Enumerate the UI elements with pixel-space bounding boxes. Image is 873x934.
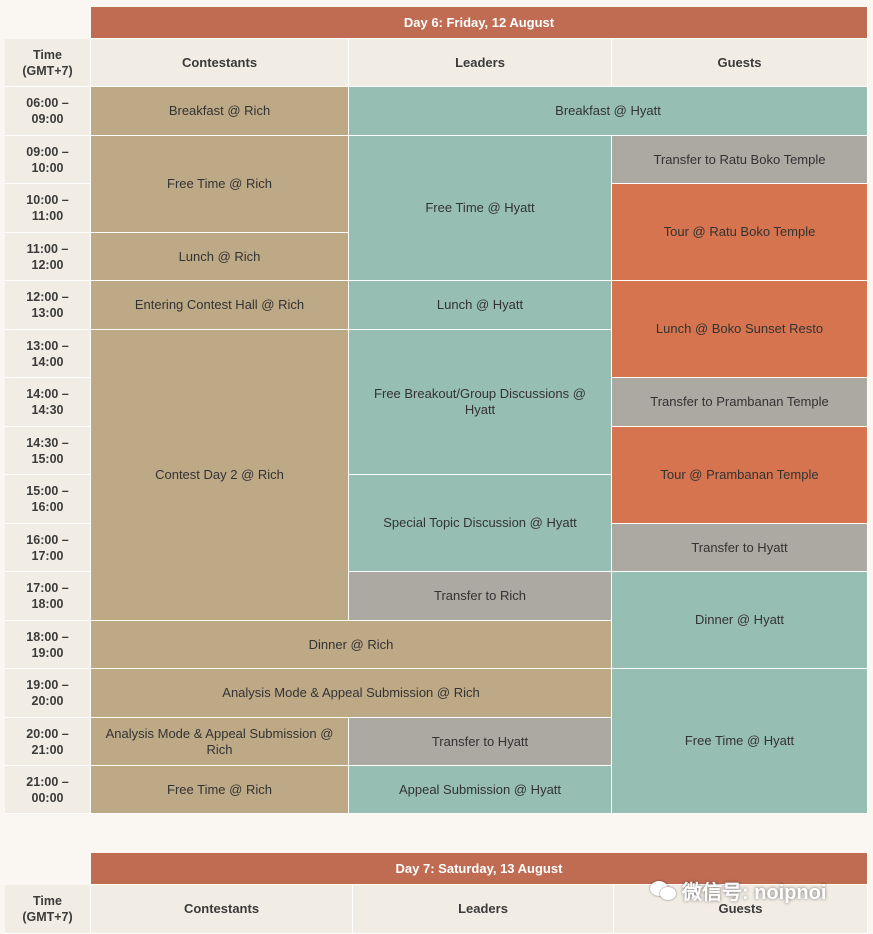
guests-free-time: Free Time @ Hyatt bbox=[612, 669, 868, 814]
time-slot: 11:00 – 12:00 bbox=[5, 233, 91, 281]
leaders-breakout-discussions: Free Breakout/Group Discussions @ Hyatt bbox=[349, 330, 612, 475]
guests-transfer-to-hyatt: Transfer to Hyatt bbox=[612, 524, 868, 572]
leaders-lunch: Lunch @ Hyatt bbox=[349, 281, 612, 330]
wechat-icon bbox=[650, 880, 676, 901]
time-slot: 13:00 – 14:00 bbox=[5, 330, 91, 378]
leaders-guests-breakfast: Breakfast @ Hyatt bbox=[349, 87, 868, 136]
day-7-title: Day 7: Saturday, 13 August bbox=[91, 853, 868, 885]
contestants-free-time-late: Free Time @ Rich bbox=[91, 766, 349, 814]
guests-dinner: Dinner @ Hyatt bbox=[612, 572, 868, 669]
leaders-column-header: Leaders bbox=[353, 885, 614, 934]
contestants-breakfast: Breakfast @ Rich bbox=[91, 87, 349, 136]
guests-transfer-prambanan: Transfer to Prambanan Temple bbox=[612, 378, 868, 427]
watermark-text: 微信号: noipnoi bbox=[682, 882, 827, 904]
time-slot: 15:00 – 16:00 bbox=[5, 475, 91, 524]
contestants-free-time: Free Time @ Rich bbox=[91, 136, 349, 233]
time-slot: 14:00 – 14:30 bbox=[5, 378, 91, 427]
contestants-column-header: Contestants bbox=[91, 885, 353, 934]
leaders-column-header: Leaders bbox=[349, 39, 612, 87]
guests-tour-ratu-boko: Tour @ Ratu Boko Temple bbox=[612, 184, 868, 281]
time-slot: 17:00 – 18:00 bbox=[5, 572, 91, 621]
time-slot: 06:00 – 09:00 bbox=[5, 87, 91, 136]
guests-lunch-boko-sunset: Lunch @ Boko Sunset Resto bbox=[612, 281, 868, 378]
contestants-entering-contest-hall: Entering Contest Hall @ Rich bbox=[91, 281, 349, 330]
guests-transfer-ratu-boko: Transfer to Ratu Boko Temple bbox=[612, 136, 868, 184]
time-slot: 12:00 – 13:00 bbox=[5, 281, 91, 330]
time-slot: 18:00 – 19:00 bbox=[5, 621, 91, 669]
leaders-transfer-to-hyatt: Transfer to Hyatt bbox=[349, 718, 612, 766]
time-slot: 19:00 – 20:00 bbox=[5, 669, 91, 718]
contestants-contest-day-2: Contest Day 2 @ Rich bbox=[91, 330, 349, 621]
time-slot: 16:00 – 17:00 bbox=[5, 524, 91, 572]
leaders-special-topic-discussion: Special Topic Discussion @ Hyatt bbox=[349, 475, 612, 572]
time-slot: 21:00 – 00:00 bbox=[5, 766, 91, 814]
guests-tour-prambanan: Tour @ Prambanan Temple bbox=[612, 427, 868, 524]
time-column-header: Time (GMT+7) bbox=[5, 885, 91, 934]
time-slot: 14:30 – 15:00 bbox=[5, 427, 91, 475]
contestants-lunch: Lunch @ Rich bbox=[91, 233, 349, 281]
day-6-title: Day 6: Friday, 12 August bbox=[91, 7, 868, 39]
contestants-analysis-mode: Analysis Mode & Appeal Submission @ Rich bbox=[91, 718, 349, 766]
time-column-header: Time (GMT+7) bbox=[5, 39, 91, 87]
contestants-leaders-analysis-mode: Analysis Mode & Appeal Submission @ Rich bbox=[91, 669, 612, 718]
contestants-column-header: Contestants bbox=[91, 39, 349, 87]
time-slot: 20:00 – 21:00 bbox=[5, 718, 91, 766]
leaders-free-time: Free Time @ Hyatt bbox=[349, 136, 612, 281]
time-slot: 09:00 – 10:00 bbox=[5, 136, 91, 184]
time-slot: 10:00 – 11:00 bbox=[5, 184, 91, 233]
contestants-leaders-dinner: Dinner @ Rich bbox=[91, 621, 612, 669]
leaders-transfer-to-rich: Transfer to Rich bbox=[349, 572, 612, 621]
guests-column-header: Guests bbox=[612, 39, 868, 87]
leaders-appeal-submission: Appeal Submission @ Hyatt bbox=[349, 766, 612, 814]
watermark: 微信号: noipnoi bbox=[650, 876, 826, 905]
